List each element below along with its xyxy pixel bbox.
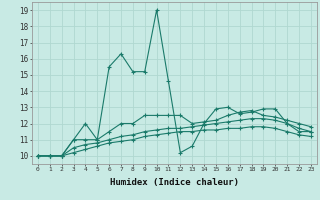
X-axis label: Humidex (Indice chaleur): Humidex (Indice chaleur) bbox=[110, 178, 239, 187]
